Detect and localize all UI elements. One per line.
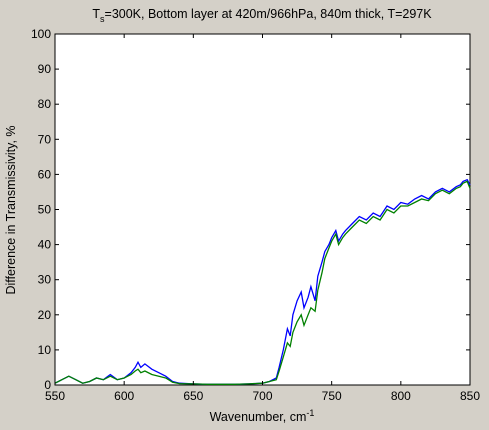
y-tick-label-30: 30 (38, 273, 52, 287)
plot-area (54, 33, 471, 386)
x-axis-label: Wavenumber, cm-1 (210, 408, 315, 424)
y-tick-label-90: 90 (38, 62, 52, 76)
x-tick-label-750: 750 (322, 389, 342, 403)
y-tick-label-10: 10 (38, 343, 52, 357)
chart-title-subscript: s (100, 14, 105, 24)
y-tick-label-50: 50 (38, 203, 52, 217)
chart-title: Ts=300K, Bottom layer at 420m/966hPa, 84… (92, 7, 432, 24)
x-tick-label-800: 800 (391, 389, 411, 403)
axes-group: 550 600 650 700 750 800 850 0 10 20 30 40 50 60 70 80 90… (31, 27, 480, 403)
x-axis-label-main: Wavenumber, cm (210, 410, 307, 424)
y-tick-label-60: 60 (38, 167, 52, 181)
x-axis-label-superscript: -1 (306, 408, 314, 418)
y-tick-label-40: 40 (38, 238, 52, 252)
x-tick-label-850: 850 (460, 389, 480, 403)
series-line-2 (54, 180, 471, 385)
y-tick-label-80: 80 (38, 97, 52, 111)
y-tick-label-0: 0 (44, 378, 51, 392)
chart-title-main: T (92, 7, 100, 21)
x-tick-label-650: 650 (183, 389, 203, 403)
series-line-1 (54, 178, 471, 385)
y-tick-label-70: 70 (38, 132, 52, 146)
x-tick-label-550: 550 (45, 389, 65, 403)
y-tick-label-20: 20 (38, 308, 52, 322)
y-tick-label-100: 100 (31, 27, 51, 41)
chart-title-rest: =300K, Bottom layer at 420m/966hPa, 840m… (105, 7, 433, 21)
plot-series-group (54, 178, 471, 385)
y-axis-label: Difference in Transmissivity, % (4, 125, 18, 294)
x-tick-label-700: 700 (252, 389, 272, 403)
x-tick-label-600: 600 (114, 389, 134, 403)
